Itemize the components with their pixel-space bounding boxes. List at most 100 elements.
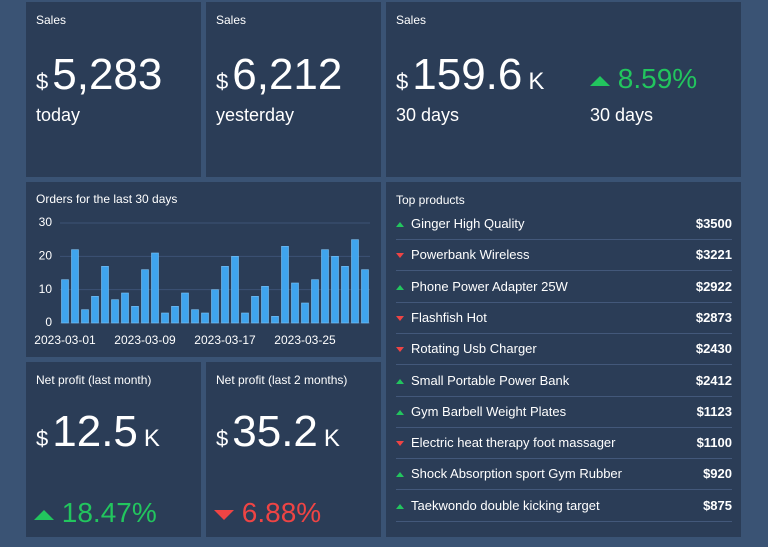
currency: $ bbox=[36, 69, 49, 94]
card-title: Sales bbox=[216, 13, 247, 27]
trend-arrow bbox=[34, 510, 54, 520]
change-value: 18.47% bbox=[61, 497, 157, 528]
unit: K bbox=[143, 425, 160, 452]
bar bbox=[191, 309, 199, 324]
currency: $ bbox=[396, 69, 409, 94]
product-row: Taekwondo double kicking target $875 bbox=[396, 490, 732, 522]
product-name: Shock Absorption sport Gym Rubber bbox=[411, 466, 622, 482]
trend-arrow bbox=[396, 222, 404, 227]
bar bbox=[91, 296, 99, 324]
bar bbox=[201, 312, 209, 324]
caption: 30 days bbox=[396, 105, 460, 125]
x-tick-label: 2023-03-01 bbox=[34, 333, 96, 347]
bar bbox=[311, 279, 319, 324]
card: Sales $6,212 yesterday bbox=[206, 2, 381, 177]
trend-arrow bbox=[396, 441, 404, 447]
bar bbox=[141, 269, 149, 324]
trend-arrow bbox=[396, 347, 404, 353]
product-value: $1100 bbox=[696, 435, 732, 451]
product-name: Ginger High Quality bbox=[411, 216, 525, 231]
x-tick-label: 2023-03-17 bbox=[194, 333, 256, 347]
card: Net profit (last 2 months) $35.2 K 6.88% bbox=[206, 362, 381, 537]
bar bbox=[121, 292, 129, 324]
change: 18.47% bbox=[34, 497, 157, 529]
trend-arrow bbox=[214, 510, 234, 520]
product-value: $875 bbox=[703, 497, 732, 513]
change-value: 8.59% bbox=[617, 63, 698, 94]
product-value: $1123 bbox=[696, 403, 732, 419]
product-row: Small Portable Power Bank $2412 bbox=[396, 365, 732, 397]
product-value: $2873 bbox=[695, 309, 732, 325]
currency: $ bbox=[216, 426, 229, 451]
value: 5,283 bbox=[52, 50, 163, 99]
caption: today bbox=[36, 105, 81, 125]
product-value: $3221 bbox=[695, 247, 732, 263]
bar bbox=[171, 306, 179, 324]
metric: $35.2 K bbox=[216, 407, 340, 457]
product-name: Phone Power Adapter 25W bbox=[411, 278, 568, 294]
value: 35.2 bbox=[232, 407, 318, 456]
bar bbox=[221, 266, 229, 324]
bar bbox=[351, 239, 359, 324]
metric: $5,283 bbox=[36, 50, 162, 100]
product-name: Small Portable Power Bank bbox=[411, 372, 570, 388]
product-row: Shock Absorption sport Gym Rubber $920 bbox=[396, 458, 732, 491]
product-row: Ginger High Quality $3500 bbox=[396, 208, 732, 240]
bar bbox=[161, 312, 169, 324]
bar bbox=[151, 252, 159, 324]
card-title: Top products bbox=[396, 193, 465, 207]
caption: 30 days bbox=[590, 105, 654, 125]
caption: yesterday bbox=[216, 105, 295, 125]
y-tick-label: 20 bbox=[39, 249, 53, 263]
value: 6,212 bbox=[232, 50, 343, 99]
change-value: 6.88% bbox=[241, 497, 322, 528]
bar bbox=[231, 256, 239, 324]
x-tick-label: 2023-03-09 bbox=[114, 333, 176, 347]
change: 6.88% bbox=[214, 497, 321, 529]
currency: $ bbox=[216, 69, 229, 94]
product-row: Rotating Usb Charger $2430 bbox=[396, 333, 732, 366]
bar bbox=[111, 299, 119, 324]
currency: $ bbox=[36, 426, 49, 451]
product-name: Gym Barbell Weight Plates bbox=[411, 403, 567, 419]
chart: Orders for the last 30 days 0 10 20 30 2023-… bbox=[34, 192, 370, 347]
product-name: Powerbank Wireless bbox=[411, 247, 530, 263]
trend-arrow bbox=[396, 284, 404, 290]
bar bbox=[211, 289, 219, 324]
metric: $12.5 K bbox=[36, 407, 160, 457]
product-row: Flashfish Hot $2873 bbox=[396, 302, 732, 334]
card-title: Net profit (last month) bbox=[36, 373, 152, 387]
bar bbox=[241, 312, 249, 324]
value: 12.5 bbox=[52, 407, 138, 456]
bar bbox=[71, 249, 79, 324]
product-value: $2430 bbox=[695, 341, 732, 357]
card-title: Net profit (last 2 months) bbox=[216, 373, 348, 387]
trend-arrow bbox=[396, 315, 404, 321]
bar bbox=[251, 296, 259, 324]
bar bbox=[361, 269, 369, 324]
bar bbox=[331, 256, 339, 324]
products-card: Top products Ginger High Quality $3500 Pow… bbox=[386, 182, 741, 537]
bar bbox=[181, 292, 189, 324]
bar bbox=[301, 302, 309, 324]
chart-card: Orders for the last 30 days 0 10 20 30 2023-… bbox=[26, 182, 381, 357]
y-tick-label: 30 bbox=[39, 215, 53, 229]
bar bbox=[291, 282, 299, 324]
product-row: Electric heat therapy foot massager $1100 bbox=[396, 427, 732, 460]
trend-arrow bbox=[590, 76, 610, 86]
metric: $6,212 bbox=[216, 50, 342, 100]
product-value: $920 bbox=[703, 466, 732, 482]
bar bbox=[271, 316, 279, 324]
trend-arrow bbox=[396, 378, 404, 384]
product-name: Rotating Usb Charger bbox=[411, 341, 537, 357]
change: 8.59% bbox=[590, 63, 697, 95]
product-row: Phone Power Adapter 25W $2922 bbox=[396, 271, 732, 303]
bar bbox=[61, 279, 69, 324]
bar bbox=[281, 246, 289, 324]
x-tick-label: 2023-03-25 bbox=[274, 333, 336, 347]
bar bbox=[341, 266, 349, 324]
bar bbox=[81, 309, 89, 324]
bar bbox=[101, 266, 109, 324]
product-row: Gym Barbell Weight Plates $1123 bbox=[396, 396, 732, 428]
